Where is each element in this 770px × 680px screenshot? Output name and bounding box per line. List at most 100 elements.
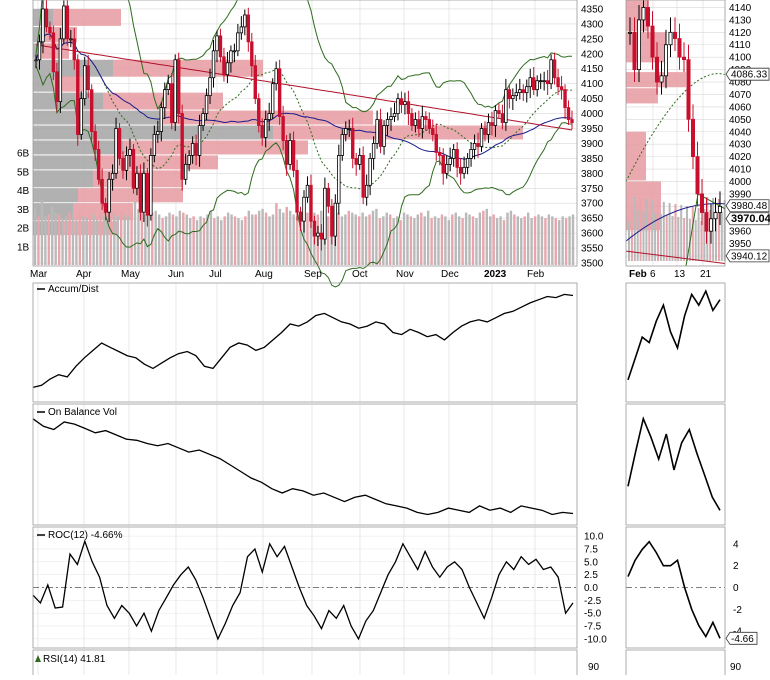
- candle-body: [121, 158, 125, 171]
- candle-body: [145, 172, 150, 216]
- candle-body: [135, 172, 139, 189]
- volume-bar: [161, 218, 164, 265]
- panel-frame: [32, 649, 578, 680]
- volume-bar: [37, 216, 40, 265]
- zoom-candle-body: [695, 156, 700, 195]
- volume-bar: [561, 216, 564, 265]
- volume-bar: [554, 218, 557, 265]
- candle-body: [316, 232, 320, 237]
- volume-bar: [526, 212, 530, 265]
- candle-body: [371, 143, 376, 159]
- volume-bar: [482, 210, 485, 265]
- zoom-vbp-bar: [626, 88, 658, 104]
- zoom-roc-tag-box: [725, 631, 758, 645]
- x-axis-tick-label: May: [121, 269, 140, 280]
- candle-body: [159, 107, 163, 132]
- volume-bar: [233, 216, 237, 265]
- zoom-candle-body: [628, 31, 633, 34]
- zoom-candle-body: [686, 59, 691, 120]
- volume-bar: [71, 214, 75, 265]
- y-axis-tick-label: 3550: [581, 244, 604, 255]
- candle-body: [65, 5, 70, 40]
- volume-bar: [123, 214, 126, 265]
- vbp-bar-up: [33, 43, 41, 59]
- candle-body: [170, 83, 174, 123]
- zoom-candle-body: [664, 44, 669, 77]
- vbp-bar-up: [33, 170, 93, 188]
- candle-body: [479, 128, 484, 147]
- candle-body: [152, 134, 157, 156]
- candle-body: [344, 128, 348, 135]
- volume-bar: [361, 212, 364, 265]
- zoom-y-tick-label: 4050: [729, 115, 752, 126]
- rsi-zoom-tick-90: 90: [730, 662, 742, 673]
- zoom-x-tick-label: 13: [674, 269, 686, 280]
- panel-frame: [625, 403, 726, 526]
- candle-body: [347, 128, 351, 130]
- candle-body: [243, 14, 247, 28]
- volume-bar: [175, 216, 178, 265]
- vbp-bar-up: [33, 155, 98, 170]
- volume-bar: [164, 216, 168, 265]
- volume-bar: [40, 199, 44, 265]
- zoom-y-tick-label: 4000: [729, 177, 752, 188]
- candle-body: [312, 220, 317, 237]
- candle-body: [309, 184, 313, 222]
- zoom-y-tick-label: 4140: [729, 3, 752, 14]
- zoom-candle-body: [704, 212, 709, 232]
- rsi-legend: RSI(14) 41.81: [35, 654, 106, 665]
- volume-bar: [509, 210, 513, 265]
- bollinger-lower-band: [35, 65, 572, 288]
- volume-bar: [351, 212, 354, 265]
- volume-axis-label: 6B: [17, 149, 30, 160]
- y-axis-tick-label: 3600: [581, 229, 604, 240]
- volume-bar: [126, 216, 130, 265]
- volume-bar: [378, 218, 382, 265]
- volume-bar: [244, 216, 247, 265]
- candle-body: [472, 143, 477, 150]
- zoom-volume-bar: [674, 204, 677, 261]
- vbp-bar-down: [73, 203, 133, 221]
- price-tag-last: 3970.04: [731, 213, 770, 225]
- zoom-volume-bar: [657, 201, 659, 261]
- zoom-volume-bar: [680, 205, 683, 261]
- y-axis-tick-label: 3500: [581, 259, 604, 270]
- volume-bar: [344, 214, 347, 265]
- volume-bar: [502, 220, 506, 265]
- zoom-ma20-line: [625, 73, 726, 182]
- volume-bar: [430, 218, 433, 265]
- zoom-candle-body: [659, 75, 664, 83]
- candle-body: [117, 128, 122, 159]
- volume-bar: [464, 212, 468, 265]
- volume-bar: [92, 214, 95, 265]
- x-axis-tick-label: Nov: [396, 269, 414, 280]
- volume-bar: [289, 210, 292, 265]
- rsi-tick-90: 90: [588, 662, 600, 673]
- candle-body: [410, 113, 414, 126]
- candle-body: [357, 155, 362, 165]
- volume-bar: [337, 212, 340, 265]
- volume-bar: [295, 216, 299, 265]
- zoom-volume-bar: [712, 198, 715, 261]
- zoom-volume-bar: [697, 208, 700, 261]
- candle-body: [302, 196, 306, 222]
- candle-body: [556, 77, 560, 88]
- candle-body: [545, 80, 550, 85]
- candle-body: [403, 101, 407, 106]
- volume-bar: [540, 216, 544, 265]
- y-axis-tick-label: 4200: [581, 49, 604, 60]
- x-axis-tick-label: Feb: [527, 269, 545, 280]
- volume-bar: [385, 212, 388, 265]
- candle-body: [528, 77, 532, 88]
- volume-bar: [478, 212, 482, 265]
- volume-bar: [268, 216, 271, 265]
- candle-body: [417, 119, 421, 129]
- candle-body: [284, 140, 289, 165]
- volume-bar: [237, 218, 240, 265]
- panel-frame: [625, 526, 726, 649]
- candle-body: [525, 86, 529, 94]
- volume-bar: [44, 216, 47, 265]
- volume-bar: [209, 210, 213, 265]
- candle-body: [239, 26, 244, 34]
- candle-body: [570, 119, 574, 123]
